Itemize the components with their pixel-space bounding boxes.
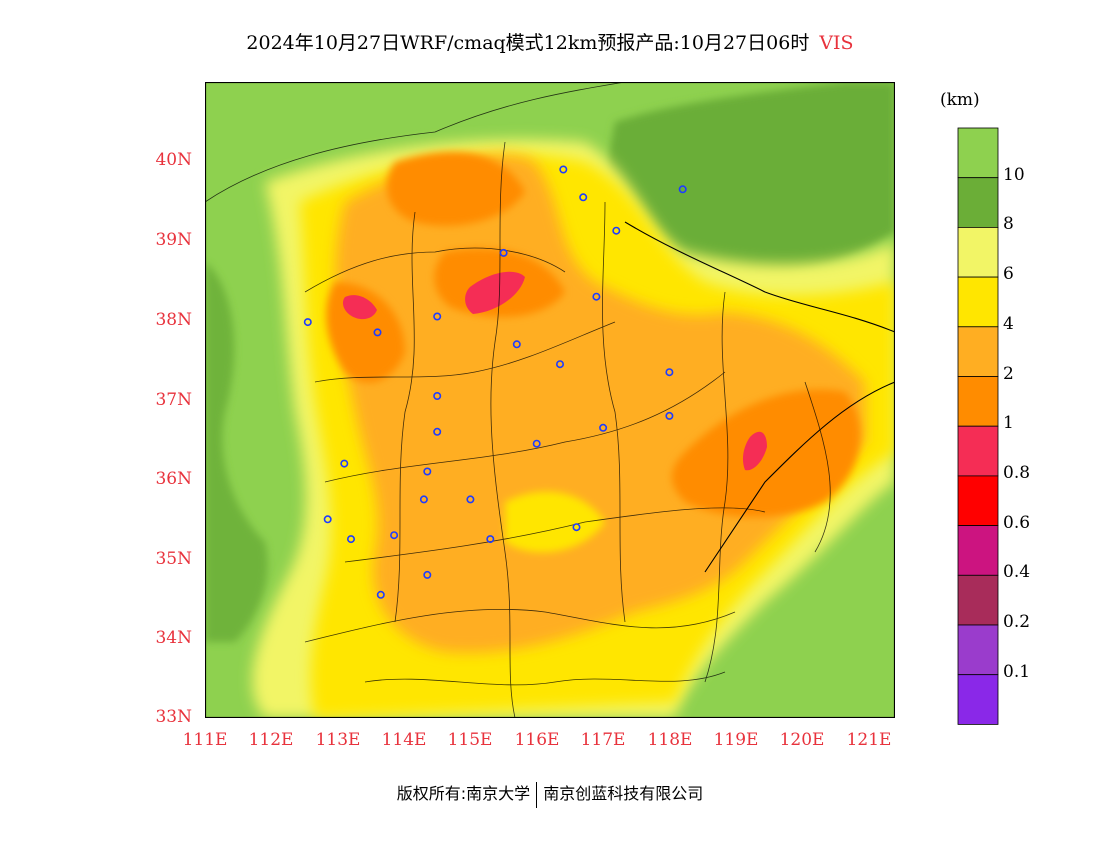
city-marker [572,523,581,532]
colorbar-block [957,127,999,179]
lat-tick-label: 40N [155,150,192,170]
title-variable: VIS [819,32,854,54]
city-marker [486,535,495,544]
colorbar-block [957,425,999,477]
vis-band-2km [505,491,605,553]
vis-band-0.8km [742,431,767,471]
colorbar-block [957,376,999,427]
city-marker [433,391,442,400]
city-marker [373,328,382,337]
colorbar-label: 0.4 [1003,562,1031,583]
map-frame [205,82,895,718]
lon-tick-label: 117E [580,730,626,750]
colorbar-block [957,227,999,278]
city-marker [599,423,608,432]
vis-band-0.8km [465,271,525,314]
city-marker [390,531,399,540]
city-marker [433,312,442,321]
title-text: 2024年10月27日WRF/cmaq模式12km预报产品:10月27日06时 [246,32,810,54]
city-marker [466,495,475,504]
lat-tick-label: 39N [155,230,192,250]
colorbar-label: 2 [1003,363,1014,384]
colorbar-label: 8 [1003,214,1014,235]
copyright-footer: 版权所有:南京大学 南京创蓝科技有限公司 [0,780,1100,808]
vis-band-8km [600,82,895,283]
city-marker [347,535,356,544]
colorbar-label: 10 [1003,164,1025,185]
lat-tick-label: 35N [155,549,192,569]
lon-tick-label: 114E [381,730,427,750]
lon-tick-label: 121E [846,730,892,750]
lon-tick-label: 111E [182,730,228,750]
city-marker [423,570,432,579]
city-marker [665,411,674,420]
colorbar-label: 0.2 [1003,612,1031,632]
footer-left: 版权所有:南京大学 [396,784,531,803]
coastline [624,221,895,573]
lon-tick-label: 119E [713,730,759,750]
vis-band-1km [671,389,861,517]
colorbar-label: 1 [1003,413,1014,434]
colorbar-label: 0.6 [1003,512,1031,533]
colorbar-block [957,326,999,377]
footer-separator [536,781,538,808]
lon-tick-label: 118E [647,730,693,750]
lat-tick-label: 37N [155,390,192,410]
city-marker [376,590,385,599]
city-marker [678,185,687,194]
city-marker [340,459,349,468]
lon-tick-label: 112E [248,730,294,750]
colorbar-label: 0.1 [1003,661,1031,682]
city-marker [612,226,621,235]
vis-band-0.8km [342,295,377,320]
colorbar-block [957,674,999,725]
lat-tick-label: 33N [155,707,192,727]
lat-tick-label: 34N [155,628,192,648]
vis-band-1km [386,152,525,226]
city-marker [512,340,521,349]
city-marker [433,427,442,436]
colorbar-block [957,177,999,228]
lon-tick-label: 116E [514,730,560,750]
lon-tick-label: 120E [779,730,825,750]
city-marker [499,248,508,257]
province-boundaries [205,82,831,718]
lon-tick-label: 113E [315,730,361,750]
visibility-map [205,82,895,718]
vis-band-8km [205,262,268,642]
colorbar-unit: (km) [940,90,980,110]
lat-tick-label: 36N [155,469,192,489]
colorbar-label: 6 [1003,264,1014,285]
colorbar-block [957,276,999,328]
colorbar-label: 0.8 [1003,462,1031,483]
city-marker [423,467,432,476]
chart-title: 2024年10月27日WRF/cmaq模式12km预报产品:10月27日06时 V… [0,28,1100,55]
lon-tick-label: 115E [447,730,493,750]
city-marker [323,515,332,524]
city-marker [303,318,312,327]
colorbar-block [957,475,999,526]
city-marker [579,193,588,202]
city-marker [555,360,564,369]
city-marker [419,495,428,504]
lat-tick-label: 38N [155,310,192,330]
city-marker [592,292,601,301]
colorbar [957,127,999,725]
colorbar-block [957,574,999,626]
city-marker [559,165,568,174]
footer-right: 南京创蓝科技有限公司 [543,784,704,803]
colorbar-label: 4 [1003,313,1014,334]
city-marker [665,368,674,377]
colorbar-block [957,624,999,676]
colorbar-block [957,525,999,576]
city-marker [532,439,541,448]
